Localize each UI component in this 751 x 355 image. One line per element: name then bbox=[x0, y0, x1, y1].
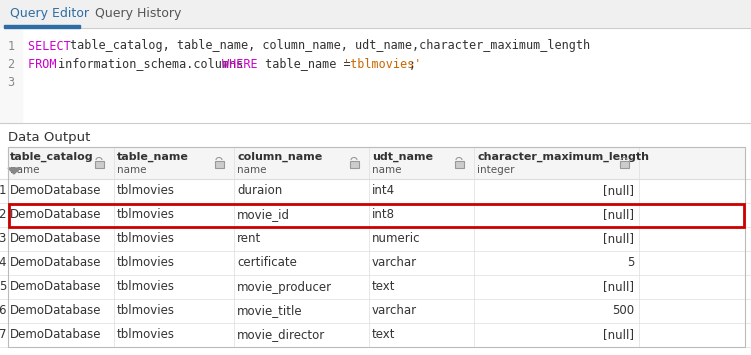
FancyBboxPatch shape bbox=[454, 160, 463, 168]
Text: column_name: column_name bbox=[237, 152, 322, 162]
Polygon shape bbox=[8, 168, 20, 174]
Text: integer: integer bbox=[477, 165, 514, 175]
Text: DemoDatabase: DemoDatabase bbox=[10, 328, 101, 342]
Bar bbox=[8, 147, 745, 179]
Text: 1: 1 bbox=[8, 39, 14, 53]
Text: Query History: Query History bbox=[95, 7, 182, 21]
Text: 6: 6 bbox=[0, 305, 6, 317]
Text: [null]: [null] bbox=[603, 328, 634, 342]
Text: 4: 4 bbox=[0, 257, 6, 269]
Text: name: name bbox=[117, 165, 146, 175]
Text: 3: 3 bbox=[8, 76, 14, 88]
Text: [null]: [null] bbox=[603, 280, 634, 294]
Text: table_name =: table_name = bbox=[258, 58, 357, 71]
Text: Query Editor: Query Editor bbox=[10, 7, 89, 21]
Text: int8: int8 bbox=[372, 208, 395, 222]
Text: character_maximum_length: character_maximum_length bbox=[477, 152, 649, 162]
Text: 3: 3 bbox=[0, 233, 6, 246]
Text: tblmovies: tblmovies bbox=[117, 328, 175, 342]
Text: table_name: table_name bbox=[117, 152, 189, 162]
Text: certificate: certificate bbox=[237, 257, 297, 269]
Text: DemoDatabase: DemoDatabase bbox=[10, 185, 101, 197]
Text: tblmovies: tblmovies bbox=[117, 280, 175, 294]
Text: int4: int4 bbox=[372, 185, 395, 197]
Text: DemoDatabase: DemoDatabase bbox=[10, 280, 101, 294]
Text: 1: 1 bbox=[0, 185, 6, 197]
Text: 500: 500 bbox=[612, 305, 634, 317]
Text: movie_title: movie_title bbox=[237, 305, 303, 317]
Text: 2: 2 bbox=[0, 208, 6, 222]
Text: rent: rent bbox=[237, 233, 261, 246]
Text: SELECT: SELECT bbox=[28, 39, 78, 53]
Text: 2: 2 bbox=[8, 58, 14, 71]
Bar bbox=[0, 0, 751, 28]
Text: 7: 7 bbox=[0, 328, 6, 342]
Text: [null]: [null] bbox=[603, 233, 634, 246]
Bar bbox=[8, 227, 745, 251]
Text: name: name bbox=[237, 165, 267, 175]
Text: text: text bbox=[372, 328, 396, 342]
Text: movie_director: movie_director bbox=[237, 328, 325, 342]
Text: DemoDatabase: DemoDatabase bbox=[10, 208, 101, 222]
Bar bbox=[4, 25, 80, 28]
Text: tblmovies: tblmovies bbox=[117, 208, 175, 222]
Text: FROM: FROM bbox=[28, 58, 64, 71]
Bar bbox=[0, 28, 22, 123]
Text: DemoDatabase: DemoDatabase bbox=[10, 257, 101, 269]
Text: 'tblmovies': 'tblmovies' bbox=[342, 58, 421, 71]
Text: tblmovies: tblmovies bbox=[117, 305, 175, 317]
Text: text: text bbox=[372, 280, 396, 294]
Text: numeric: numeric bbox=[372, 233, 421, 246]
Text: tblmovies: tblmovies bbox=[117, 257, 175, 269]
Text: DemoDatabase: DemoDatabase bbox=[10, 305, 101, 317]
Text: table_catalog: table_catalog bbox=[10, 152, 94, 162]
FancyBboxPatch shape bbox=[620, 160, 629, 168]
Text: name: name bbox=[372, 165, 402, 175]
Text: information_schema.columns: information_schema.columns bbox=[59, 58, 251, 71]
Text: tblmovies: tblmovies bbox=[117, 233, 175, 246]
Text: tblmovies: tblmovies bbox=[117, 185, 175, 197]
Text: DemoDatabase: DemoDatabase bbox=[10, 233, 101, 246]
Text: movie_producer: movie_producer bbox=[237, 280, 332, 294]
Text: 5: 5 bbox=[626, 257, 634, 269]
Text: [null]: [null] bbox=[603, 185, 634, 197]
FancyBboxPatch shape bbox=[95, 160, 104, 168]
FancyBboxPatch shape bbox=[215, 160, 224, 168]
FancyBboxPatch shape bbox=[349, 160, 358, 168]
Bar bbox=[8, 299, 745, 323]
Bar bbox=[8, 251, 745, 275]
Text: varchar: varchar bbox=[372, 305, 417, 317]
Text: table_catalog, table_name, column_name, udt_name,character_maximum_length: table_catalog, table_name, column_name, … bbox=[71, 39, 590, 53]
Text: duraion: duraion bbox=[237, 185, 282, 197]
Bar bbox=[8, 147, 745, 347]
Bar bbox=[8, 203, 745, 227]
Text: varchar: varchar bbox=[372, 257, 417, 269]
Text: [null]: [null] bbox=[603, 208, 634, 222]
Bar bbox=[0, 28, 751, 123]
Text: ;: ; bbox=[409, 58, 416, 71]
Bar bbox=[8, 323, 745, 347]
Text: 5: 5 bbox=[0, 280, 6, 294]
Text: udt_name: udt_name bbox=[372, 152, 433, 162]
Text: movie_id: movie_id bbox=[237, 208, 290, 222]
Text: Data Output: Data Output bbox=[8, 131, 90, 143]
Bar bbox=[8, 275, 745, 299]
Text: WHERE: WHERE bbox=[222, 58, 264, 71]
Text: name: name bbox=[10, 165, 40, 175]
Bar bbox=[8, 179, 745, 203]
Bar bbox=[9, 203, 744, 226]
